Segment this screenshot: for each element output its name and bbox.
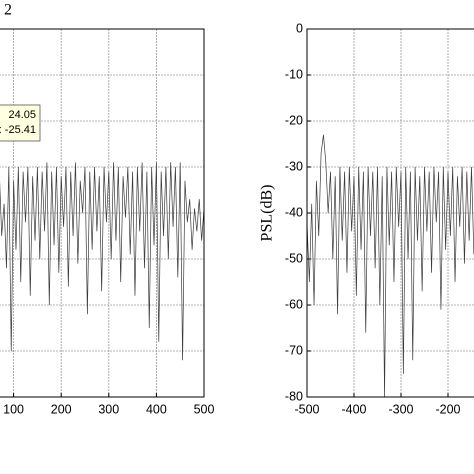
- y-tick-label: -20: [285, 113, 303, 127]
- plot-area: [0, 162, 204, 361]
- y-tick-label: -50: [285, 251, 303, 265]
- y-tick-label: -70: [285, 343, 303, 357]
- x-tick-label: -200: [435, 402, 460, 416]
- x-tick-label: -300: [388, 402, 413, 416]
- x-tick-label: -500: [294, 402, 319, 416]
- x-tick-label: 500: [194, 402, 215, 416]
- data-line: [0, 162, 204, 361]
- data-line: [307, 134, 474, 397]
- y-tick-label: -30: [285, 159, 303, 173]
- x-tick-label: 400: [146, 402, 167, 416]
- x-tick-label: -400: [341, 402, 366, 416]
- plot-border: [0, 28, 205, 398]
- y-axis-label: PSL(dB): [259, 185, 276, 242]
- y-tick-label: -80: [285, 389, 303, 403]
- y-tick-label: -40: [285, 205, 303, 219]
- y-tick-label: -10: [285, 67, 303, 81]
- x-tick-label: 100: [3, 402, 24, 416]
- y-tick-label: -60: [285, 297, 303, 311]
- x-tick-label: 200: [51, 402, 72, 416]
- chart-title: 2: [4, 2, 12, 19]
- plot-border: [306, 28, 474, 398]
- datatip: [0, 104, 41, 142]
- y-tick-label: 0: [296, 21, 303, 35]
- datatip-text: 24.05: [8, 109, 36, 121]
- x-tick-label: 300: [98, 402, 119, 416]
- datatip-text: : -25.41: [0, 124, 36, 136]
- plot-area: [307, 134, 474, 397]
